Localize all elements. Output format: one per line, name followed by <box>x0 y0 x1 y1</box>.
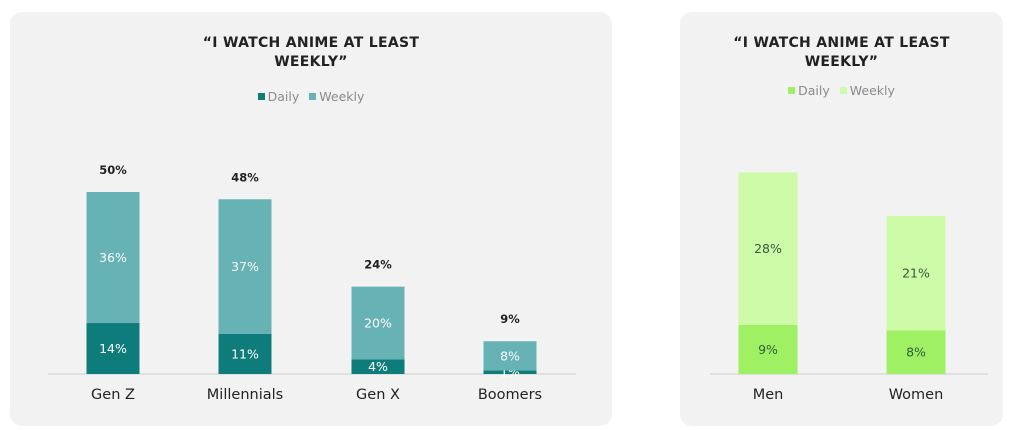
x-tick-label: Boomers <box>478 387 542 403</box>
chart-legend: Daily Weekly <box>10 89 612 104</box>
bar-segment-weekly <box>886 215 946 331</box>
legend-item-daily: Daily <box>257 89 300 104</box>
bar-segment-daily <box>738 324 798 374</box>
data-label-daily: 11% <box>231 346 259 361</box>
bar-segment-daily <box>351 359 405 374</box>
data-label-weekly: 37% <box>231 259 259 274</box>
legend-swatch-weekly <box>839 87 847 94</box>
x-tick-label: Gen X <box>356 387 400 403</box>
data-label-daily: 8% <box>906 345 926 360</box>
data-label-daily: 14% <box>99 341 127 356</box>
x-tick-label: Millennials <box>207 387 283 403</box>
legend-swatch-daily <box>257 93 265 100</box>
bar-segment-daily <box>218 333 272 374</box>
data-label-daily: 4% <box>368 359 388 374</box>
bar-segment-weekly <box>483 341 537 371</box>
data-label-weekly: 36% <box>99 250 127 265</box>
legend-item-weekly: Weekly <box>309 89 364 104</box>
total-label: 48% <box>231 170 259 184</box>
data-label-weekly: 28% <box>754 241 782 256</box>
total-label: 50% <box>99 163 127 177</box>
total-label: 24% <box>364 258 392 272</box>
chart-panel-generations: “I WATCH ANIME AT LEAST WEEKLY” Daily We… <box>10 12 612 426</box>
x-tick-label: Men <box>753 387 784 403</box>
chart-legend: Daily Weekly <box>680 83 1003 98</box>
bar-segment-daily <box>483 370 537 374</box>
legend-label-daily: Daily <box>267 89 300 104</box>
bar-chart-gender: 9% 28% Men 8% 21% Women <box>710 172 988 403</box>
x-tick-label: Gen Z <box>91 387 135 403</box>
legend-swatch-weekly <box>309 93 317 100</box>
data-label-weekly: 20% <box>364 316 392 331</box>
legend-item-daily: Daily <box>788 83 830 98</box>
data-label-weekly: 21% <box>902 266 930 281</box>
bar-chart-generations: 14% 36% 50% Gen Z 11% 37% 48% Millennials 4% 20% 2… <box>48 163 576 403</box>
chart-title: “I WATCH ANIME AT LEAST WEEKLY” <box>733 35 950 70</box>
data-label-weekly: 8% <box>500 348 520 363</box>
legend-label-daily: Daily <box>798 83 830 98</box>
bar-segment-weekly <box>738 172 798 325</box>
x-tick-label: Women <box>889 387 944 403</box>
bar-segment-weekly <box>86 192 140 324</box>
bar-segment-weekly <box>351 286 405 360</box>
legend-label-weekly: Weekly <box>849 83 895 98</box>
bar-segment-weekly <box>218 199 272 334</box>
chart-panel-gender: “I WATCH ANIME AT LEAST WEEKLY” Daily We… <box>680 12 1003 426</box>
bar-segment-daily <box>886 330 946 374</box>
chart-title: “I WATCH ANIME AT LEAST WEEKLY” <box>202 35 420 70</box>
total-label: 9% <box>500 312 520 326</box>
legend-swatch-daily <box>788 87 796 94</box>
data-label-daily: 9% <box>758 342 778 357</box>
legend-label-weekly: Weekly <box>319 89 365 104</box>
legend-item-weekly: Weekly <box>839 83 895 98</box>
bar-segment-daily <box>86 323 140 374</box>
